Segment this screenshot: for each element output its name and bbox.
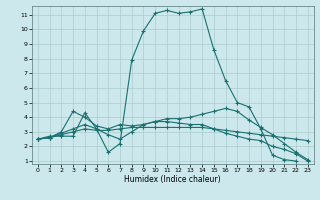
X-axis label: Humidex (Indice chaleur): Humidex (Indice chaleur): [124, 175, 221, 184]
